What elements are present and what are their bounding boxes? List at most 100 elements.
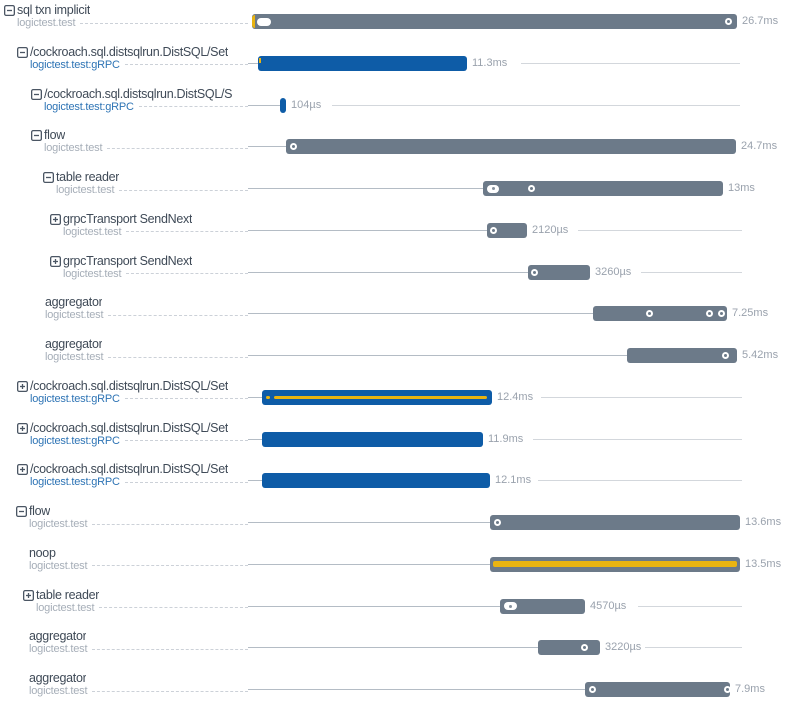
expand-icon[interactable]	[17, 380, 28, 392]
expand-icon[interactable]	[50, 213, 61, 225]
span-locality-label: logictest.test:gRPC	[30, 58, 120, 71]
event-pill-marker	[487, 184, 499, 193]
trace-span-row[interactable]: sql txn implicit logictest.test 26.7ms	[0, 4, 786, 46]
span-title: grpcTransport SendNext	[63, 212, 193, 226]
span-subtitle-row: logictest.test	[29, 643, 248, 655]
timeline-pre-line	[248, 62, 258, 64]
timeline-continuation-line	[638, 605, 742, 607]
span-subtitle-row: logictest.test	[44, 142, 248, 154]
trace-span-row[interactable]: /cockroach.sql.distsqlrun.DistSQL/Set log…	[0, 380, 786, 422]
event-ring-marker	[589, 686, 596, 693]
expand-icon[interactable]	[17, 422, 28, 434]
event-ring-marker	[494, 519, 501, 526]
span-title: grpcTransport SendNext	[63, 254, 193, 268]
collapse-icon[interactable]	[31, 88, 42, 100]
span-locality-label: logictest.test	[36, 601, 95, 614]
trace-span-row[interactable]: grpcTransport SendNext logictest.test 2120…	[0, 213, 786, 255]
trace-span-row[interactable]: /cockroach.sql.distsqlrun.DistSQL/Set log…	[0, 463, 786, 505]
timeline-continuation-line	[541, 396, 742, 398]
span-duration-bar[interactable]	[490, 515, 740, 530]
span-duration-bar[interactable]	[528, 264, 590, 280]
timeline-pre-line	[248, 480, 262, 482]
event-pill-marker	[257, 17, 271, 26]
timeline-pre-line	[248, 396, 262, 398]
trace-span-row[interactable]: /cockroach.sql.distsqlrun.DistSQL/S logic…	[0, 88, 786, 130]
timeline-continuation-line	[578, 229, 742, 231]
span-duration-bar[interactable]	[487, 222, 527, 238]
span-duration-bar[interactable]	[538, 640, 600, 656]
span-title: flow	[29, 505, 51, 518]
trace-span-row[interactable]: grpcTransport SendNext logictest.test 3260…	[0, 255, 786, 297]
span-subtitle-row: logictest.test	[56, 184, 248, 196]
timeline-continuation-line	[641, 271, 742, 273]
trace-span-row[interactable]: aggregator logictest.test 5.42ms	[0, 338, 786, 380]
collapse-icon[interactable]	[31, 130, 42, 142]
trace-span-row[interactable]: table reader logictest.test 4570µs	[0, 589, 786, 631]
span-title: aggregator	[29, 630, 87, 644]
span-title: /cockroach.sql.distsqlrun.DistSQL/Set	[30, 45, 229, 59]
pill-dot	[491, 187, 495, 190]
span-title: aggregator	[29, 672, 87, 685]
span-duration-bar[interactable]	[252, 14, 737, 29]
dotted-leader-line	[99, 607, 248, 608]
span-duration-bar[interactable]	[500, 598, 585, 614]
duration-label: 7.9ms	[735, 683, 765, 695]
span-duration-bar[interactable]	[280, 97, 286, 113]
span-duration-bar[interactable]	[286, 139, 736, 155]
duration-label: 11.3ms	[472, 56, 508, 69]
duration-label: 4570µs	[590, 599, 627, 612]
event-ring-marker	[528, 185, 535, 192]
dotted-leader-line	[124, 440, 248, 441]
duration-label: 3220µs	[605, 641, 642, 654]
span-locality-label: logictest.test	[29, 685, 88, 697]
span-duration-bar[interactable]	[627, 348, 737, 363]
span-duration-bar[interactable]	[262, 431, 483, 447]
span-locality-label: logictest.test:gRPC	[30, 392, 120, 405]
span-locality-label: logictest.test:gRPC	[44, 100, 134, 113]
span-locality-label: logictest.test	[45, 351, 104, 363]
timeline-pre-line	[248, 522, 490, 523]
span-duration-bar[interactable]	[258, 55, 467, 71]
dotted-leader-line	[124, 398, 248, 400]
span-locality-label: logictest.test	[29, 559, 88, 572]
span-subtitle-row: logictest.test	[45, 351, 248, 363]
expand-icon[interactable]	[23, 589, 34, 601]
span-subtitle-row: logictest.test	[29, 685, 248, 697]
trace-span-row[interactable]: /cockroach.sql.distsqlrun.DistSQL/Set log…	[0, 46, 786, 88]
span-duration-bar[interactable]	[585, 682, 730, 697]
expand-icon[interactable]	[17, 464, 28, 476]
dotted-leader-line	[126, 231, 248, 233]
span-duration-bar[interactable]	[262, 473, 490, 489]
collapse-icon[interactable]	[43, 172, 54, 183]
span-title: sql txn implicit	[17, 4, 90, 17]
span-subtitle-row: logictest.test	[63, 268, 248, 280]
start-tick-marker	[259, 57, 261, 63]
expand-icon[interactable]	[50, 255, 61, 267]
collapse-icon[interactable]	[4, 5, 15, 16]
duration-label: 12.4ms	[497, 390, 534, 403]
duration-label: 13.5ms	[745, 557, 782, 570]
trace-span-row[interactable]: flow logictest.test 24.7ms	[0, 129, 786, 171]
event-ring-marker	[290, 143, 297, 151]
trace-span-row[interactable]: noop logictest.test 13.5ms	[0, 547, 786, 589]
duration-label: 104µs	[291, 98, 322, 111]
trace-span-row[interactable]: flow logictest.test 13.6ms	[0, 505, 786, 547]
trace-span-row[interactable]: aggregator logictest.test 3220µs	[0, 630, 786, 672]
timeline-pre-line	[248, 647, 538, 649]
span-duration-bar[interactable]	[483, 181, 723, 196]
timeline-pre-line	[248, 104, 280, 106]
duration-label: 24.7ms	[741, 140, 778, 153]
trace-span-row[interactable]: /cockroach.sql.distsqlrun.DistSQL/Set log…	[0, 422, 786, 464]
event-ring-marker	[722, 352, 729, 359]
trace-span-row[interactable]: table reader logictest.test 13ms	[0, 171, 786, 213]
trace-span-row[interactable]: aggregator logictest.test 7.25ms	[0, 296, 786, 338]
event-ring-marker	[706, 310, 713, 318]
span-subtitle-row: logictest.test:gRPC	[30, 59, 248, 71]
start-highlight-marker	[252, 15, 255, 28]
collapse-icon[interactable]	[16, 506, 27, 517]
trace-span-row[interactable]: aggregator logictest.test 7.9ms	[0, 672, 786, 714]
timeline-pre-line	[248, 229, 487, 231]
collapse-icon[interactable]	[17, 46, 28, 58]
span-duration-bar[interactable]	[593, 306, 727, 322]
